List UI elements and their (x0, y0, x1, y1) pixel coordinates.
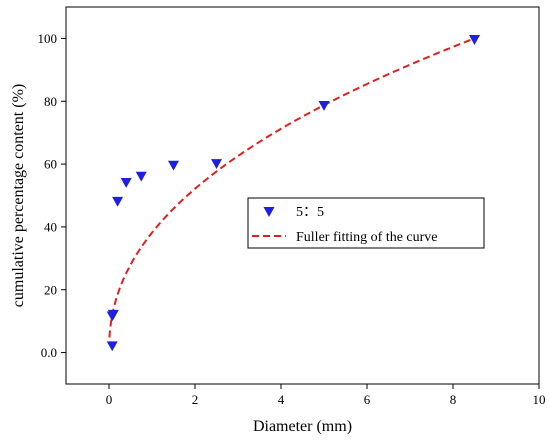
data-point-triangle (112, 196, 124, 207)
x-tick-label: 0 (106, 392, 113, 407)
legend-label-series-1: 5：5 (296, 205, 324, 220)
data-point-triangle (469, 35, 480, 45)
data-point-triangle (106, 341, 118, 352)
y-tick-label: 80 (44, 94, 57, 109)
y-tick-label: 100 (38, 31, 58, 46)
x-tick-label: 8 (450, 392, 457, 407)
x-tick-label: 10 (533, 392, 546, 407)
plot-frame (65, 6, 540, 385)
y-tick-label: 0.0 (41, 345, 57, 360)
x-axis-ticks: 0 2 4 6 8 10 (106, 384, 546, 407)
data-point-triangle (211, 159, 222, 170)
fuller-fit-curve (108, 37, 475, 338)
data-point-triangle (135, 171, 147, 182)
data-point-triangle (318, 101, 330, 111)
y-axis-title: cumulative percentage content (%) (10, 84, 27, 307)
x-tick-label: 4 (278, 392, 285, 407)
y-axis-ticks: 0.0 20 40 60 80 100 (38, 31, 66, 360)
y-tick-label: 20 (44, 282, 57, 297)
legend-label-series-2: Fuller fitting of the curve (296, 230, 438, 245)
y-tick-label: 60 (44, 157, 57, 172)
legend: 5：5 Fuller fitting of the curve (247, 197, 485, 249)
x-tick-label: 2 (192, 392, 199, 407)
y-tick-label: 40 (44, 219, 57, 234)
legend-marker-triangle (263, 207, 275, 217)
data-points (106, 35, 480, 352)
data-point-triangle (120, 177, 132, 188)
data-point-triangle (168, 160, 179, 171)
data-point-triangle (107, 309, 119, 320)
x-axis-title: Diameter (mm) (253, 418, 352, 435)
x-tick-label: 6 (364, 392, 371, 407)
legend-box (247, 197, 485, 249)
